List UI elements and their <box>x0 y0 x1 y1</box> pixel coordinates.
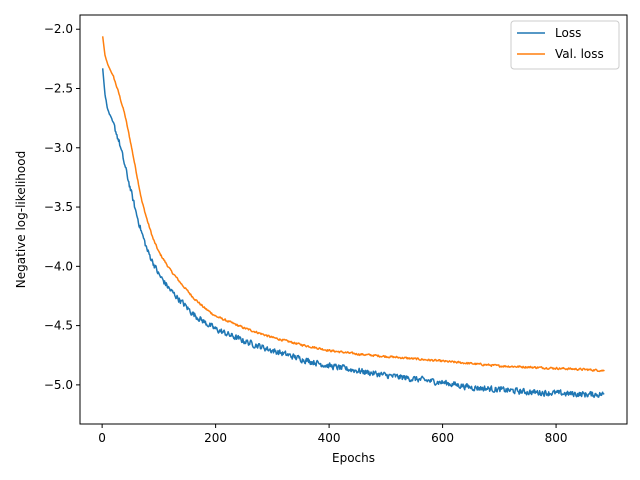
y-tick-label: −3.5 <box>44 200 73 214</box>
y-axis-ticks: −2.0 −2.5 −3.0 −3.5 −4.0 −4.5 −5.0 <box>44 22 80 392</box>
x-tick-label: 800 <box>545 431 568 445</box>
x-tick-label: 400 <box>318 431 341 445</box>
y-tick-label: −2.5 <box>44 82 73 96</box>
x-axis-ticks: 0 200 400 600 800 <box>98 424 568 445</box>
legend-label: Val. loss <box>555 47 604 61</box>
y-tick-label: −5.0 <box>44 378 73 392</box>
legend-label: Loss <box>555 26 581 40</box>
series-line <box>101 36 605 373</box>
x-axis-label: Epochs <box>332 451 375 465</box>
x-tick-label: 200 <box>204 431 227 445</box>
plot-frame <box>79 14 628 425</box>
series-line <box>101 68 605 399</box>
y-tick-label: −4.5 <box>44 319 73 333</box>
x-tick-label: 600 <box>431 431 454 445</box>
y-tick-label: −3.0 <box>44 141 73 155</box>
plot-lines <box>101 36 605 399</box>
x-tick-label: 0 <box>98 431 106 445</box>
y-tick-label: −2.0 <box>44 22 73 36</box>
y-axis-label: Negative log-likelihood <box>14 151 28 288</box>
y-tick-label: −4.0 <box>44 259 73 273</box>
legend: Loss Val. loss <box>510 20 620 70</box>
